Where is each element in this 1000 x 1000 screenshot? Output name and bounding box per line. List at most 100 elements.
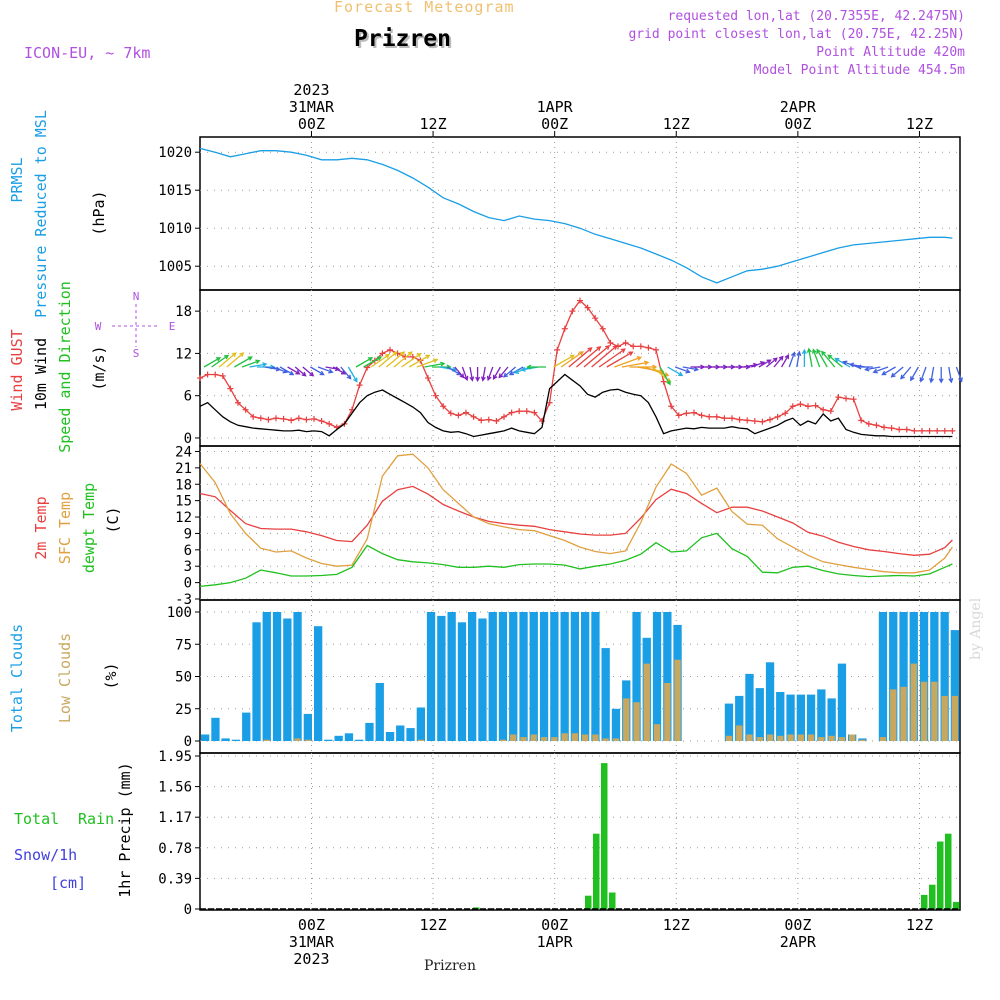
total-cloud-bar-52 (735, 695, 744, 741)
clouds-ylabel-low: Low Clouds (56, 633, 74, 723)
low-cloud-bar-53 (746, 734, 753, 741)
wind-arrow-head-44 (520, 366, 526, 372)
wind-arrow-head-6 (262, 362, 268, 368)
total-cloud-bar-32 (529, 612, 538, 741)
wind-arrow-2 (218, 352, 237, 368)
ytick-label-clouds: 0 (184, 734, 192, 750)
bottom-time-label-3: 12Z (663, 916, 690, 934)
wind-arrow-head-73 (766, 359, 772, 364)
ytick-label-wind: 0 (184, 431, 192, 447)
wind-arrow-47 (560, 351, 584, 368)
gust-marker (204, 371, 211, 378)
temp-ylabel-2m: 2m Temp (32, 496, 50, 559)
ytick-label-precip: 1.56 (158, 780, 192, 796)
wind-arrow-head-5 (255, 359, 261, 365)
pressure-ylabel-1: PRMSL (8, 157, 26, 202)
rain-bar-49 (593, 833, 600, 909)
ytick-label-pressure: 1010 (158, 221, 192, 237)
wind-arrow-9 (272, 366, 287, 373)
total-cloud-bar-42 (632, 612, 641, 741)
total-cloud-bar-55 (765, 662, 775, 741)
total-cloud-bar-45 (663, 612, 672, 741)
wind-ylabel-wind: 10m Wind (32, 338, 50, 410)
ytick-label-temperature: 0 (184, 576, 192, 592)
ytick-label-wind: 12 (175, 346, 192, 362)
low-cloud-bar-73 (951, 695, 958, 741)
gust-marker (767, 416, 773, 423)
gust-marker (242, 406, 249, 413)
low-cloud-bar-54 (756, 737, 763, 741)
wind-arrow-head-14 (319, 370, 325, 376)
model-label: ICON-EU, ~ 7km (24, 44, 151, 62)
low-cloud-bar-43 (643, 663, 650, 741)
gust-marker (911, 427, 918, 434)
total-cloud-bar-58 (796, 694, 805, 741)
low-cloud-bar-66 (879, 737, 887, 741)
wind-arrow-95 (920, 366, 927, 382)
wind-arrow-14 (310, 366, 324, 376)
total-cloud-bar-20 (406, 728, 415, 741)
wind-arrow-head-36 (475, 376, 481, 382)
wind-arrow-91 (882, 366, 896, 376)
low-cloud-bar-44 (653, 724, 661, 741)
top-time-label-2: 1APR (537, 98, 574, 116)
low-cloud-bar-69 (910, 663, 917, 741)
total-cloud-bar-72 (940, 612, 949, 741)
gust-marker (706, 413, 713, 420)
wind-unit: (m/s) (90, 345, 108, 390)
total-cloud-bar-31 (519, 612, 528, 741)
wind-arrow-head-4 (247, 356, 253, 361)
wind-arrow-head-61 (678, 371, 684, 377)
wind-arrow-41 (503, 366, 517, 378)
gust-marker (660, 378, 667, 385)
wind-arrow-head-75 (778, 355, 784, 361)
total-cloud-bar-62 (837, 663, 847, 741)
gust-marker (303, 416, 310, 423)
panel-frame-pressure (199, 136, 961, 291)
wind-arrow-72 (750, 361, 765, 368)
gust-marker (926, 427, 933, 434)
top-time-label-4: 2APR (780, 98, 817, 116)
total-cloud-bar-8 (283, 618, 292, 741)
wind-arrow-head-77 (790, 351, 796, 357)
wind-arrow-head-92 (890, 372, 896, 378)
low-cloud-bar-55 (766, 734, 774, 741)
low-cloud-bar-37 (582, 734, 589, 741)
wind-arrow-head-26 (416, 352, 422, 358)
series-line-wind-gust (199, 299, 953, 432)
wind-arrow-26 (401, 353, 421, 368)
top-time-label-5: 12Z (906, 115, 933, 133)
ytick-label-temperature: -3 (175, 592, 192, 608)
wind-arrow-10 (279, 366, 294, 376)
gust-marker (584, 304, 591, 311)
wind-arrow-head-46 (569, 354, 575, 360)
total-cloud-bar-7 (272, 612, 282, 741)
panel-frame-temperature (199, 445, 961, 601)
rain-bar-34 (473, 907, 480, 909)
bottom-time-label-0: 00Z (298, 916, 325, 934)
gust-marker (949, 427, 956, 434)
bottom-time-label-0: 2023 (293, 950, 329, 968)
footer-location: Prizren (424, 958, 476, 974)
top-time-label-0: 00Z (298, 115, 325, 133)
wind-arrow-head-82 (816, 348, 821, 354)
wind-arrow-head-13 (309, 371, 315, 377)
wind-arrow-32 (446, 366, 461, 376)
wind-arrow-23 (378, 351, 398, 368)
total-cloud-bar-11 (314, 626, 323, 741)
wind-arrow-74 (765, 357, 778, 368)
wind-arrow-head-18 (346, 374, 352, 380)
gust-marker (827, 408, 834, 415)
top-time-label-2: 00Z (541, 115, 568, 133)
location-title: Prizren (354, 26, 451, 52)
gust-marker (873, 422, 880, 429)
gust-marker (379, 350, 386, 357)
bottom-time-label-4: 00Z (784, 916, 811, 934)
low-cloud-bar-29 (499, 739, 507, 741)
wind-arrow-head-53 (628, 351, 634, 356)
wind-arrow-33 (454, 366, 464, 378)
total-cloud-bar-35 (560, 612, 569, 741)
wind-arrow-head-0 (215, 357, 222, 362)
total-cloud-bar-6 (262, 612, 271, 741)
gust-marker (455, 412, 462, 419)
